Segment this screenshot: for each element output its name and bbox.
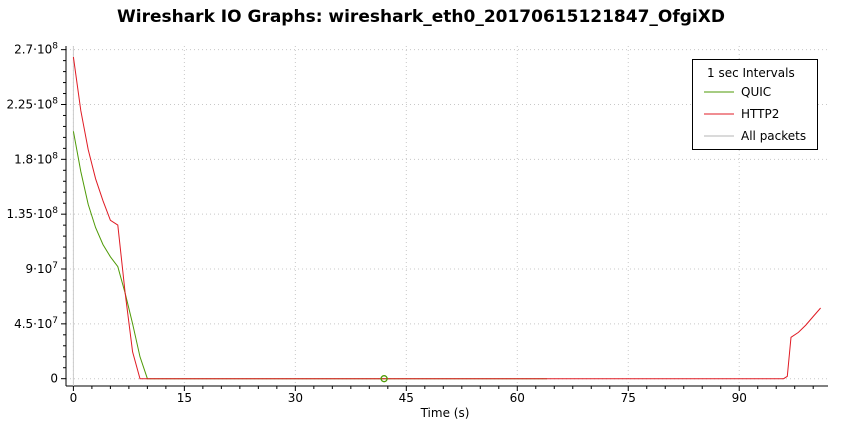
- x-tick-label: 75: [621, 391, 636, 405]
- legend: 1 sec Intervals QUIC HTTP2 All packets: [692, 59, 818, 150]
- y-tick-label: 2.25·108: [6, 96, 58, 111]
- legend-entry: All packets: [741, 129, 806, 143]
- series-line-http2: [72, 56, 821, 380]
- y-tick-label: 9·107: [26, 261, 58, 276]
- legend-box: [692, 59, 818, 150]
- y-tick-label: 1.35·108: [6, 206, 58, 221]
- y-tick-label: 0: [50, 372, 58, 386]
- x-tick-label: 30: [288, 391, 303, 405]
- axes: 0 15 30 45 60 75 90 0 4.5·107 9·107 1.35·108 1.8·10…: [6, 42, 828, 405]
- legend-title: 1 sec Intervals: [707, 66, 795, 80]
- chart-title: Wireshark IO Graphs: wireshark_eth0_2017…: [117, 7, 725, 27]
- x-tick-label: 15: [177, 391, 192, 405]
- x-tick-label: 0: [70, 391, 78, 405]
- y-tick-label: 2.7·108: [14, 42, 58, 57]
- legend-entry: HTTP2: [741, 107, 779, 121]
- y-tick-label: 1.8·108: [14, 151, 58, 166]
- series-line-quic: [72, 131, 547, 380]
- x-tick-label: 90: [732, 391, 747, 405]
- x-axis-label: Time (s): [420, 406, 470, 420]
- x-tick-label: 60: [510, 391, 525, 405]
- series-lines: [72, 56, 821, 383]
- legend-entry: QUIC: [741, 85, 771, 99]
- marker-point: [380, 375, 388, 383]
- x-tick-label: 45: [399, 391, 414, 405]
- y-tick-label: 4.5·107: [14, 316, 58, 331]
